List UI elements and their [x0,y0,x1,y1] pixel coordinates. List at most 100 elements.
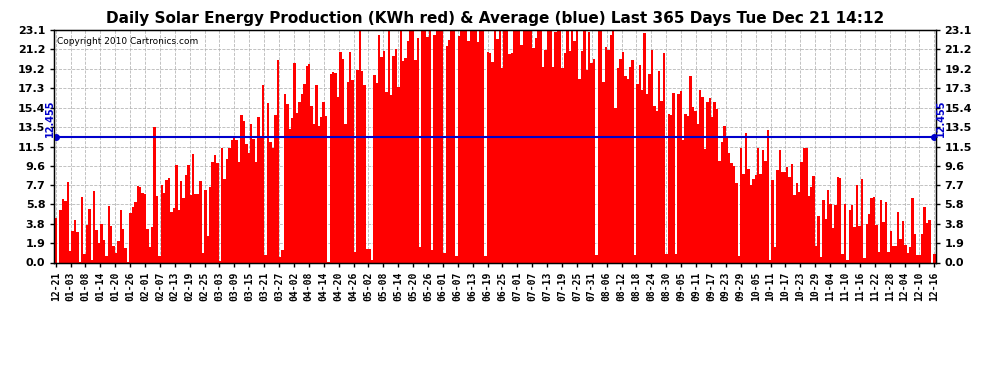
Bar [429,30,431,262]
Bar [142,193,144,262]
Bar [744,133,747,262]
Bar [667,114,670,262]
Bar [202,253,204,262]
Bar [323,102,325,262]
Bar [199,181,202,262]
Bar [187,165,190,262]
Bar [397,87,400,262]
Bar [658,71,660,262]
Bar [525,30,528,262]
Bar [551,68,554,262]
Bar [752,178,754,262]
Bar [424,30,427,262]
Bar [427,37,429,262]
Bar [815,246,818,262]
Bar [912,198,914,262]
Bar [373,75,375,262]
Bar [226,159,229,262]
Bar [761,150,764,262]
Bar [543,66,545,262]
Bar [59,210,61,262]
Bar [153,127,155,262]
Bar [148,247,151,262]
Bar [832,228,835,262]
Bar [113,246,115,262]
Bar [774,247,776,262]
Bar [139,188,142,262]
Bar [378,35,380,262]
Bar [837,177,839,262]
Bar [846,260,848,262]
Bar [629,68,632,262]
Bar [168,178,170,262]
Bar [335,73,337,262]
Bar [605,47,607,262]
Bar [603,82,605,262]
Bar [853,226,856,262]
Bar [224,179,226,262]
Bar [535,38,538,262]
Bar [791,164,793,262]
Bar [653,106,655,262]
Bar [259,138,262,262]
Bar [64,201,66,262]
Bar [771,180,774,262]
Bar [576,30,578,262]
Text: 12.455: 12.455 [936,100,945,137]
Bar [190,195,192,262]
Bar [810,187,813,262]
Bar [366,249,368,262]
Bar [422,30,424,262]
Bar [271,148,274,262]
Bar [882,222,885,262]
Bar [137,186,139,262]
Bar [615,108,617,262]
Bar [83,254,86,262]
Bar [467,41,469,262]
Bar [914,234,916,262]
Bar [892,246,895,262]
Bar [306,66,308,262]
Bar [447,40,450,262]
Bar [100,224,103,262]
Bar [506,30,508,262]
Bar [465,30,467,262]
Bar [455,256,457,262]
Bar [211,162,214,262]
Bar [315,85,318,262]
Bar [766,130,769,262]
Bar [680,92,682,262]
Bar [757,148,759,262]
Bar [704,149,706,262]
Bar [858,226,860,262]
Bar [530,30,533,262]
Bar [88,209,91,262]
Bar [634,255,637,262]
Bar [356,70,358,262]
Bar [776,170,779,262]
Bar [585,70,588,262]
Bar [716,109,719,262]
Bar [185,175,187,262]
Bar [462,30,465,262]
Bar [117,241,120,262]
Bar [486,52,489,262]
Bar [363,85,366,262]
Bar [86,225,88,262]
Bar [627,79,629,262]
Bar [172,208,175,262]
Bar [692,107,694,262]
Bar [759,174,761,262]
Bar [573,41,576,262]
Bar [103,240,105,262]
Bar [875,225,877,262]
Bar [207,236,209,262]
Bar [694,111,697,262]
Bar [298,102,301,262]
Bar [588,32,590,262]
Bar [796,183,798,262]
Bar [308,64,310,262]
Bar [583,30,585,262]
Bar [380,57,383,262]
Bar [175,165,177,262]
